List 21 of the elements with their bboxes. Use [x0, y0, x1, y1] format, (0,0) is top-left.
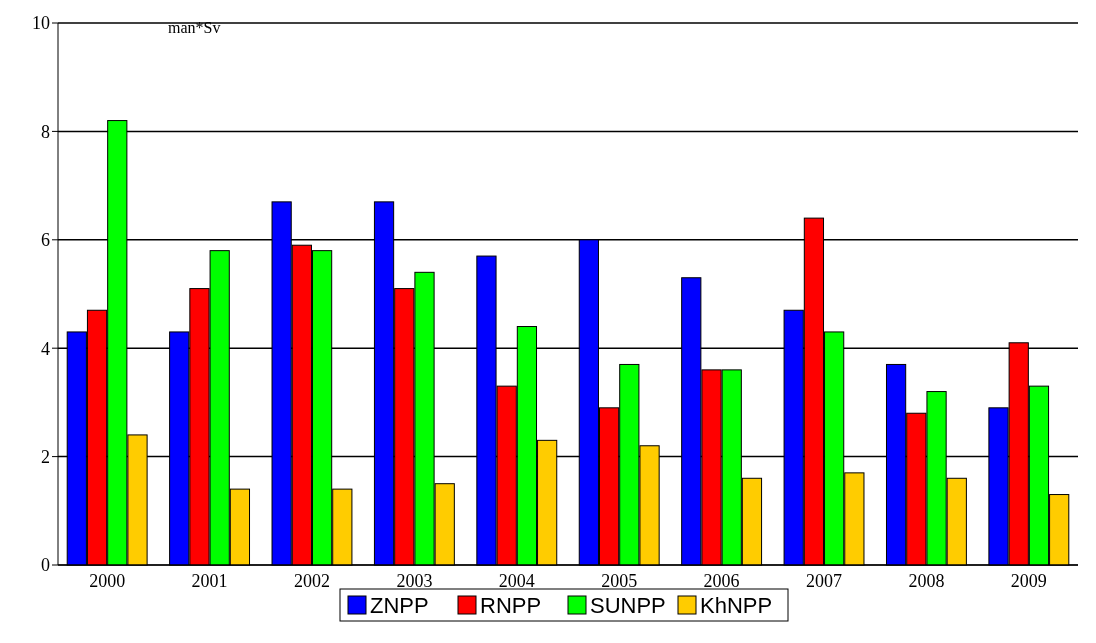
y-tick-label: 6	[41, 230, 50, 251]
legend-label: RNPP	[480, 592, 542, 618]
x-tick-label: 2003	[396, 571, 433, 591]
x-tick-label: 2001	[191, 571, 228, 591]
x-tick-label: 2005	[601, 571, 638, 591]
x-tick-label: 2004	[498, 571, 535, 591]
x-tick-label: 2009	[1010, 571, 1047, 591]
x-tick-label: 2000	[89, 571, 126, 591]
y-tick-label: 8	[41, 121, 50, 142]
y-axis-title: man*Sv	[168, 19, 221, 36]
x-tick-label: 2006	[703, 571, 740, 591]
y-tick-label: 2	[41, 446, 50, 467]
x-tick-label: 2002	[293, 571, 330, 591]
x-tick-label: 2007	[806, 571, 843, 591]
y-tick-label: 0	[41, 555, 50, 576]
y-tick-label: 4	[41, 338, 50, 359]
y-tick-label: 10	[32, 13, 50, 34]
legend-label: KhNPP	[700, 592, 773, 618]
legend-label: SUNPP	[590, 592, 666, 618]
x-tick-label: 2008	[908, 571, 945, 591]
legend-label: ZNPP	[370, 592, 429, 618]
